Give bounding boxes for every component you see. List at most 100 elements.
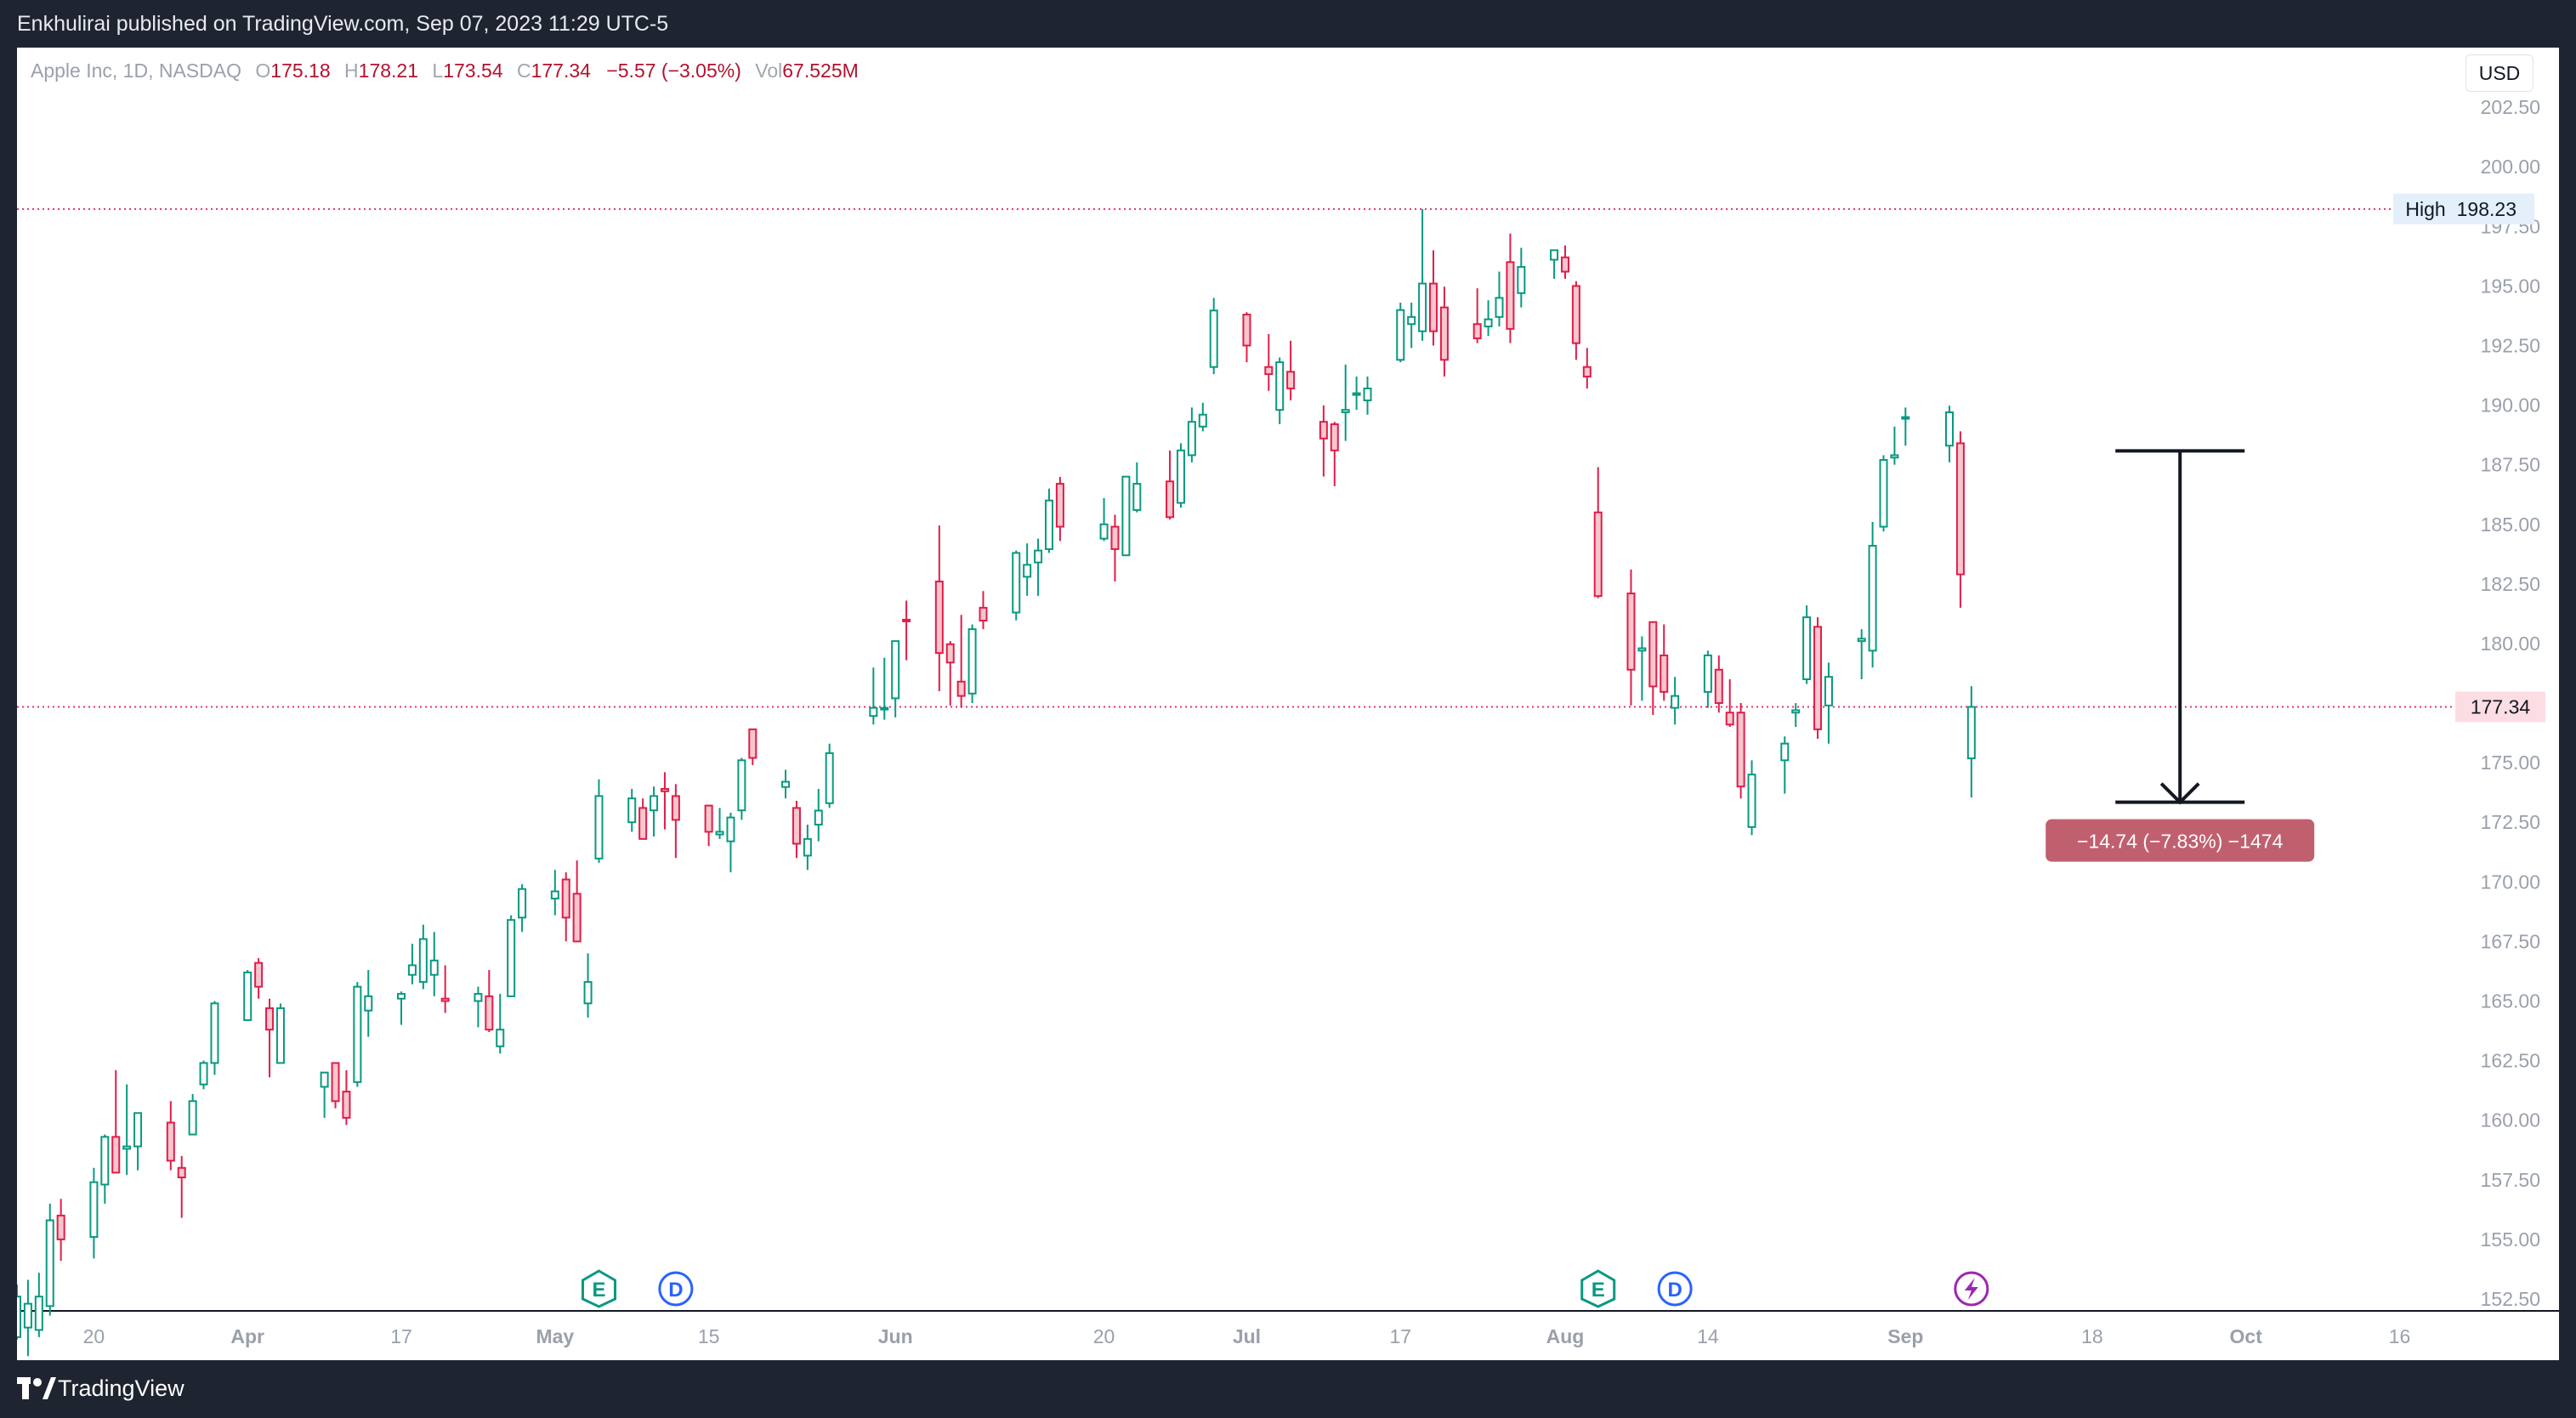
candle-body [1791,709,1801,714]
time-tick-label: 20 [1093,1325,1115,1347]
candle-body [704,804,713,833]
time-tick-label: 20 [83,1325,105,1347]
candle-body [1802,616,1812,680]
candle-body [1110,525,1120,550]
candle-body [1209,309,1218,368]
candle-body [34,1296,43,1331]
candle-body [111,1136,121,1174]
candle-body [1352,392,1361,396]
candle-body [803,837,812,857]
candle-body [1857,638,1866,643]
price-tick-label: 192.50 [2481,334,2540,356]
price-tick-label: 157.50 [2481,1169,2540,1191]
dividend-icon: D [1657,1271,1693,1307]
candle-body [880,706,889,711]
change-value: −5.57 (−3.05%) [606,60,741,82]
candle-body [1275,361,1285,411]
candle-body [1484,318,1493,328]
close-value: 177.34 [531,60,591,82]
candle-body [353,985,362,1083]
candle-body [1264,366,1274,376]
volume-value: 67.525M [782,60,859,82]
candle-body [100,1136,110,1186]
price-tick-label: 190.00 [2481,394,2540,417]
candle-body [89,1181,99,1239]
candle-body [265,1007,275,1031]
footer-brand: TradingView [58,1375,184,1401]
candle-body [1813,626,1823,730]
candle-body [781,780,791,788]
candle-body [364,995,373,1012]
candle-body [1506,261,1515,330]
candle-body [825,752,834,804]
candle-body [1703,654,1712,693]
candle-body [199,1062,208,1086]
candle-body [1517,265,1526,294]
candle-body [507,919,516,997]
candle-body [902,618,911,622]
candle-body [550,890,559,899]
symbol-legend: Apple Inc, 1D, NASDAQ O175.18 H178.21 L1… [31,60,859,82]
earnings-icon: E [1580,1269,1616,1308]
candle-body [518,888,527,919]
candle-body [1582,366,1592,377]
candle-body [1418,282,1427,332]
candle-body [1879,459,1888,528]
candle-body [1396,309,1405,361]
candle-body [594,795,604,859]
candle-body [1571,285,1580,344]
candle-body [583,981,593,1005]
candle-body [627,797,637,824]
candle-body [979,606,988,622]
candle-body [1660,654,1669,693]
candle-body [934,581,944,655]
candle-body [1472,323,1482,340]
candle-body [945,643,955,664]
low-value: 173.54 [443,60,503,82]
candle-body [1034,549,1043,564]
measure-arrow-head [2159,782,2200,805]
time-tick-label: Oct [2230,1325,2263,1347]
price-tick-label: 185.00 [2481,513,2540,536]
price-tick-label: 160.00 [2481,1109,2540,1132]
price-tick-label: 187.50 [2481,454,2540,476]
chart-background [17,48,2559,1360]
dividend-icon: D [658,1271,694,1307]
candle-body [45,1219,54,1307]
lightning-bolt [1964,1278,1978,1300]
candle-body [869,706,878,718]
candle-body [1648,621,1658,688]
candle-body [1550,249,1559,261]
dividend-letter: D [668,1279,683,1302]
earnings-icon: E [581,1269,616,1308]
candle-body [1176,449,1185,504]
time-tick-label: Sep [1887,1325,1923,1347]
earnings-letter: E [592,1279,605,1302]
chart-panel[interactable]: 152.50 155.00 157.50 160.00 162.50 165.00 167.… [17,48,2559,1360]
candle-body [1363,387,1372,401]
chart-canvas[interactable]: 152.50 155.00 157.50 160.00 162.50 165.00 167.… [17,48,2559,1360]
price-tick-label: 167.50 [2481,930,2540,952]
candle-body [1901,416,1910,420]
currency-button[interactable]: USD [2465,54,2533,92]
candle-body [1868,544,1877,652]
candle-body [1166,480,1175,519]
candle-body [1780,742,1790,762]
candle-body [1626,593,1636,671]
candle-body [1593,511,1603,598]
candle-body [1725,712,1734,726]
low-label: L [432,60,444,82]
candle-body [1890,454,1899,459]
measure-label-box [2045,819,2315,862]
candle-body [407,964,417,976]
price-tick-label: 200.00 [2481,156,2540,178]
earnings-badge [581,1269,616,1308]
candle-body [331,1062,340,1103]
earnings-letter: E [1592,1279,1605,1302]
candle-body [1319,421,1328,440]
candle-body [1966,706,1976,760]
dividend-badge [1657,1271,1693,1307]
high-label: H [344,60,359,82]
time-tick-label: Apr [230,1325,264,1347]
candle-body [210,1002,219,1064]
